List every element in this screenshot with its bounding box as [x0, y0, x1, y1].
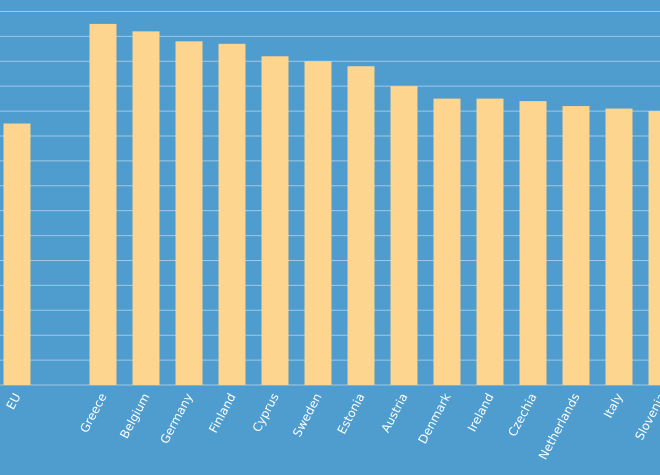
bar [433, 98, 461, 385]
bar [347, 66, 375, 385]
bar [218, 43, 246, 385]
bar [562, 106, 590, 386]
bar [519, 101, 547, 386]
x-tick-label: EU [4, 391, 24, 412]
bar [605, 108, 633, 386]
bar [175, 41, 203, 386]
bar [476, 98, 504, 385]
bar [304, 61, 332, 386]
bar [132, 31, 160, 385]
bar [261, 56, 289, 386]
bar [89, 23, 117, 385]
bar [390, 86, 418, 386]
bar [648, 111, 660, 385]
bar [3, 123, 31, 386]
